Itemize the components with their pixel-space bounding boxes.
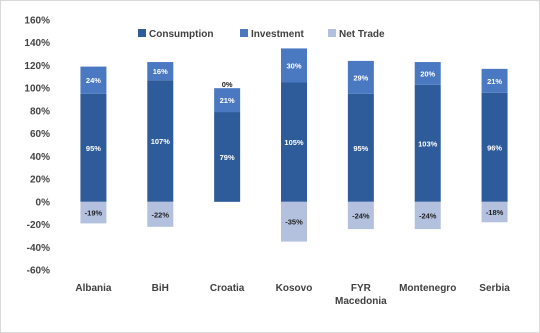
data-label-consumption: 95%	[86, 144, 101, 153]
x-category-label: Montenegro	[399, 283, 456, 294]
data-label-net-trade: 0%	[222, 80, 233, 89]
data-label-investment: 24%	[86, 76, 101, 85]
y-tick-label: 100%	[24, 84, 50, 95]
y-tick-label: 40%	[30, 152, 50, 163]
data-label-investment: 29%	[353, 73, 368, 82]
bar-consumption	[147, 80, 174, 202]
bar-consumption	[281, 82, 307, 202]
y-axis: 160% 140% 120% 100% 80% 60% 40% 20% 0% -20% -40% -6…	[24, 16, 50, 277]
x-category-label: Croatia	[210, 283, 245, 294]
legend-label: Consumption	[149, 29, 213, 40]
legend-label: Investment	[251, 29, 304, 40]
y-tick-label: 60%	[30, 129, 50, 140]
bar-investment	[481, 68, 508, 93]
x-category-label: Serbia	[479, 283, 510, 294]
bar-net-trade	[481, 201, 508, 223]
bar-consumption	[347, 93, 374, 202]
bar-investment	[281, 48, 307, 83]
data-label-investment: 21%	[487, 77, 502, 86]
y-tick-label: -40%	[27, 243, 50, 254]
legend-swatch	[240, 29, 248, 37]
data-label-consumption: 107%	[151, 137, 171, 146]
bar-net-trade	[414, 201, 441, 230]
data-label-net-trade: -18%	[486, 208, 504, 217]
y-tick-label: -60%	[27, 266, 50, 277]
y-tick-label: 80%	[30, 106, 50, 117]
legend-swatch	[328, 29, 336, 37]
data-label-net-trade: -24%	[419, 211, 437, 220]
y-tick-label: 160%	[24, 16, 50, 27]
bar-consumption	[80, 93, 107, 202]
bar-investment	[347, 60, 374, 94]
y-tick-label: 140%	[24, 38, 50, 49]
bar-consumption	[481, 92, 508, 202]
bars: 95% 24% -19% 107% 16% -22% 79% 21% 0% 105% 30% -35%…	[80, 48, 508, 242]
data-label-net-trade: -19%	[85, 209, 103, 218]
y-tick-label: -20%	[27, 220, 50, 231]
data-label-consumption: 79%	[220, 153, 235, 162]
bar-investment	[214, 88, 241, 113]
x-category-label: BiH	[152, 283, 169, 294]
bar-net-trade	[347, 201, 374, 230]
data-label-consumption: 103%	[418, 139, 438, 148]
data-label-investment: 30%	[286, 61, 301, 70]
bar-net-trade	[147, 201, 174, 227]
y-tick-label: 120%	[24, 61, 50, 72]
bar-net-trade	[281, 201, 307, 242]
legend-label: Net Trade	[339, 29, 385, 40]
y-tick-label: 0%	[36, 197, 51, 208]
data-label-net-trade: -35%	[285, 218, 303, 227]
x-axis: Albania BiH Croatia Kosovo FYR Macedonia Monte…	[75, 283, 510, 307]
bar-investment	[80, 66, 107, 94]
y-tick-label: 20%	[30, 175, 50, 186]
data-label-investment: 21%	[220, 96, 235, 105]
x-category-label: Kosovo	[276, 283, 313, 294]
legend: Consumption Investment Net Trade	[138, 29, 385, 40]
data-label-net-trade: -22%	[152, 210, 170, 219]
bar-investment	[414, 62, 441, 85]
data-label-consumption: 105%	[284, 138, 304, 147]
legend-swatch	[138, 29, 146, 37]
data-label-investment: 16%	[153, 67, 168, 76]
bar-net-trade	[80, 201, 107, 224]
x-category-label: Albania	[75, 283, 112, 294]
x-category-label: FYR Macedonia	[335, 283, 387, 307]
bar-consumption	[214, 112, 241, 202]
data-label-consumption: 96%	[487, 143, 502, 152]
data-label-net-trade: -24%	[352, 211, 370, 220]
bar-consumption	[414, 84, 441, 202]
data-label-investment: 20%	[420, 69, 435, 78]
bar-investment	[147, 62, 174, 81]
data-label-consumption: 95%	[353, 144, 368, 153]
